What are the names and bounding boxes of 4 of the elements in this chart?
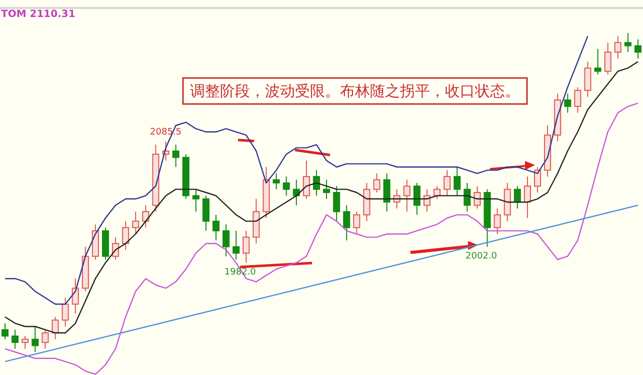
annotation: 调整阶段，波动受限。布林随之拐平，收口状态。 [190, 82, 520, 100]
annotation: 2002.0 [466, 252, 498, 262]
text: TOM 2110.31 [1, 9, 76, 20]
note: 调整阶段，波动受限。布林随之拐平，收口状态。 [182, 77, 528, 105]
